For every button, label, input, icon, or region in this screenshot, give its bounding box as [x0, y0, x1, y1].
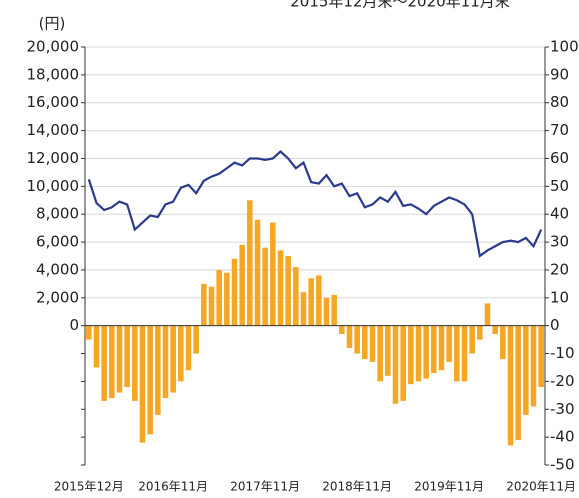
bar [262, 247, 268, 326]
bar [93, 325, 100, 368]
x-tick-label: 2017年11月 [230, 480, 300, 494]
y-tick-label: 8,000 [36, 205, 79, 223]
subtitle: 2015年12月末～2020年11月末 [290, 0, 510, 11]
bar [461, 325, 468, 382]
x-tick-label: 2015年12月 [54, 480, 124, 494]
bar [300, 292, 307, 326]
y2-tick-label: 20 [550, 260, 569, 278]
y2-tick-label: 0 [550, 316, 560, 334]
bar [109, 325, 115, 399]
x-tick-label: 2018年11月 [322, 480, 392, 494]
y2-tick-label: 50 [550, 177, 569, 195]
bar [492, 325, 498, 335]
y-tick-label: 10,000 [27, 177, 80, 195]
bar [484, 303, 491, 326]
y2-tick-label: 70 [550, 121, 569, 139]
y2-tick-label: 10 [550, 288, 569, 306]
y-tick-label: 2,000 [36, 288, 79, 306]
bar [132, 325, 138, 401]
bar [162, 325, 169, 399]
bar [323, 297, 330, 326]
bar [523, 325, 529, 415]
bar [331, 295, 337, 326]
y-tick-label: 0 [69, 316, 79, 334]
bar [224, 272, 230, 326]
bar [538, 325, 544, 387]
y-tick-label: 18,000 [27, 65, 80, 83]
y2-tick-label: 40 [550, 205, 569, 223]
bar [86, 325, 92, 340]
y-tick-label: 20,000 [27, 38, 80, 56]
bar [101, 325, 107, 401]
y2-tick-label: 60 [550, 149, 569, 167]
bar [201, 283, 207, 326]
bar [208, 286, 215, 326]
bar [231, 258, 238, 326]
bar [423, 325, 429, 379]
y2-tick-label: -40 [550, 428, 575, 446]
y-axis-unit: (円) [39, 15, 66, 33]
bar [385, 325, 391, 376]
bar [170, 325, 176, 393]
bar [354, 325, 360, 354]
bar [431, 325, 437, 374]
y-tick-label: 6,000 [36, 233, 79, 251]
bar [400, 325, 406, 401]
bar [239, 244, 245, 326]
bar [185, 325, 192, 371]
y2-tick-label: 80 [550, 93, 569, 111]
y2-tick-label: -20 [550, 372, 575, 390]
y-tick-label: 16,000 [27, 93, 80, 111]
bar [270, 222, 276, 326]
y2-tick-label: -50 [550, 456, 575, 474]
bar [454, 325, 460, 382]
bar [477, 325, 483, 340]
bar [124, 325, 130, 387]
bar [316, 275, 322, 326]
y2-tick-label: -10 [550, 344, 575, 362]
bar [147, 325, 153, 435]
bar [377, 325, 383, 382]
y2-tick-label: 30 [550, 233, 569, 251]
line [87, 150, 543, 258]
bar [346, 325, 353, 348]
y2-tick-label: 90 [550, 65, 569, 83]
bar [277, 250, 284, 326]
y2-tick-label: 100 [550, 38, 579, 56]
bar [193, 325, 199, 354]
x-tick-label: 2020年11月 [506, 480, 576, 494]
bar [408, 325, 414, 385]
bar [254, 219, 261, 326]
bar [392, 325, 399, 404]
bar [438, 325, 445, 371]
bar [139, 325, 146, 443]
bar [116, 325, 123, 393]
y-tick-label: 4,000 [36, 260, 79, 278]
bar [515, 325, 521, 440]
bar [285, 256, 291, 326]
bar [216, 269, 222, 326]
y-tick-label: 12,000 [27, 149, 80, 167]
bar [446, 325, 452, 362]
bar [247, 200, 253, 326]
bar [155, 325, 161, 415]
bar [530, 325, 537, 407]
bar [415, 325, 422, 382]
bar [469, 325, 475, 354]
bar [293, 267, 299, 326]
bar [308, 278, 314, 326]
bar [507, 325, 514, 446]
bar [369, 325, 376, 362]
bar [362, 325, 368, 360]
bar [500, 325, 506, 360]
y-tick-label: 14,000 [27, 121, 80, 139]
bar [339, 325, 345, 335]
x-tick-label: 2019年11月 [414, 480, 484, 494]
bar [178, 325, 184, 382]
y2-tick-label: -30 [550, 400, 575, 418]
x-tick-label: 2016年11月 [138, 480, 208, 494]
